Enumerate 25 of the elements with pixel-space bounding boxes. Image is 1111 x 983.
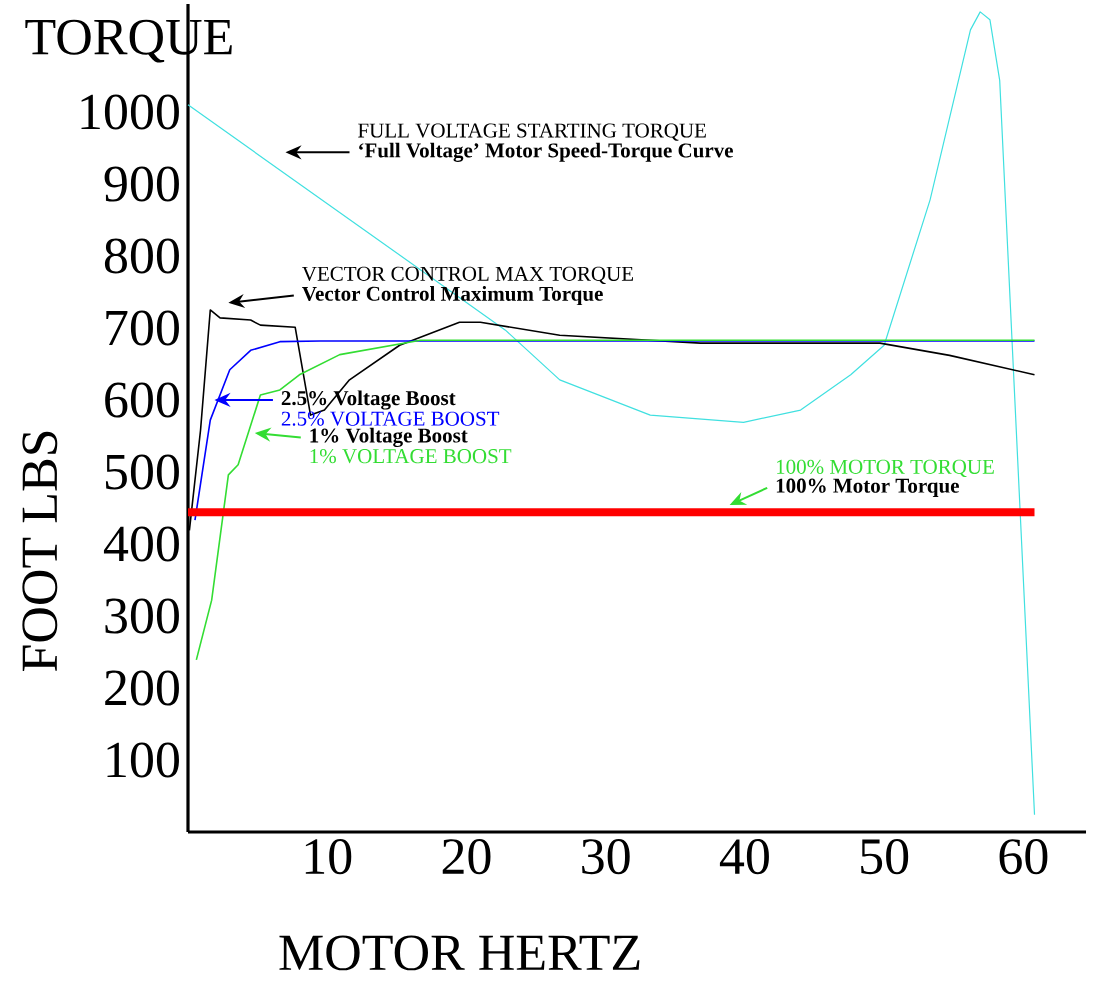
annotation: 100% MOTOR TORQUE	[777, 459, 994, 478]
x-tick-label: 20	[442, 839, 491, 875]
y-axis-title: FOOT LBS	[22, 431, 58, 672]
y-tick-label: 100	[107, 742, 179, 778]
x-tick-label: 60	[999, 839, 1048, 875]
x-tick-label: 40	[719, 839, 769, 875]
y-tick-label: 300	[105, 598, 179, 634]
y-tick-label: 700	[106, 310, 179, 346]
annotation: 1% VOLTAGE BOOST	[310, 449, 512, 464]
annotation: 1% Voltage Boost	[310, 427, 468, 448]
y-tick-label: 400	[103, 526, 179, 562]
annotation: FULL VOLTAGE STARTING TORQUE	[358, 123, 706, 141]
y-tick-label: 800	[104, 238, 179, 274]
y-tick-label: 500	[105, 454, 179, 490]
x-tick-label: 50	[861, 839, 909, 875]
y-tick-label: 200	[105, 670, 179, 706]
x-tick-label: 30	[582, 839, 630, 875]
y-tick-label: 600	[105, 382, 179, 418]
annotation: 2.5% VOLTAGE BOOST	[281, 411, 500, 426]
y-tick-label: 1000	[81, 94, 179, 130]
x-axis-title: MOTOR HERTZ	[279, 935, 640, 971]
annotation: 100% Motor Torque	[776, 478, 959, 498]
annotation: ‘Full Voltage’ Motor Speed-Torque Curve	[359, 142, 733, 162]
y-tick-label: 900	[104, 166, 179, 202]
x-tick-label: 10	[305, 839, 352, 875]
